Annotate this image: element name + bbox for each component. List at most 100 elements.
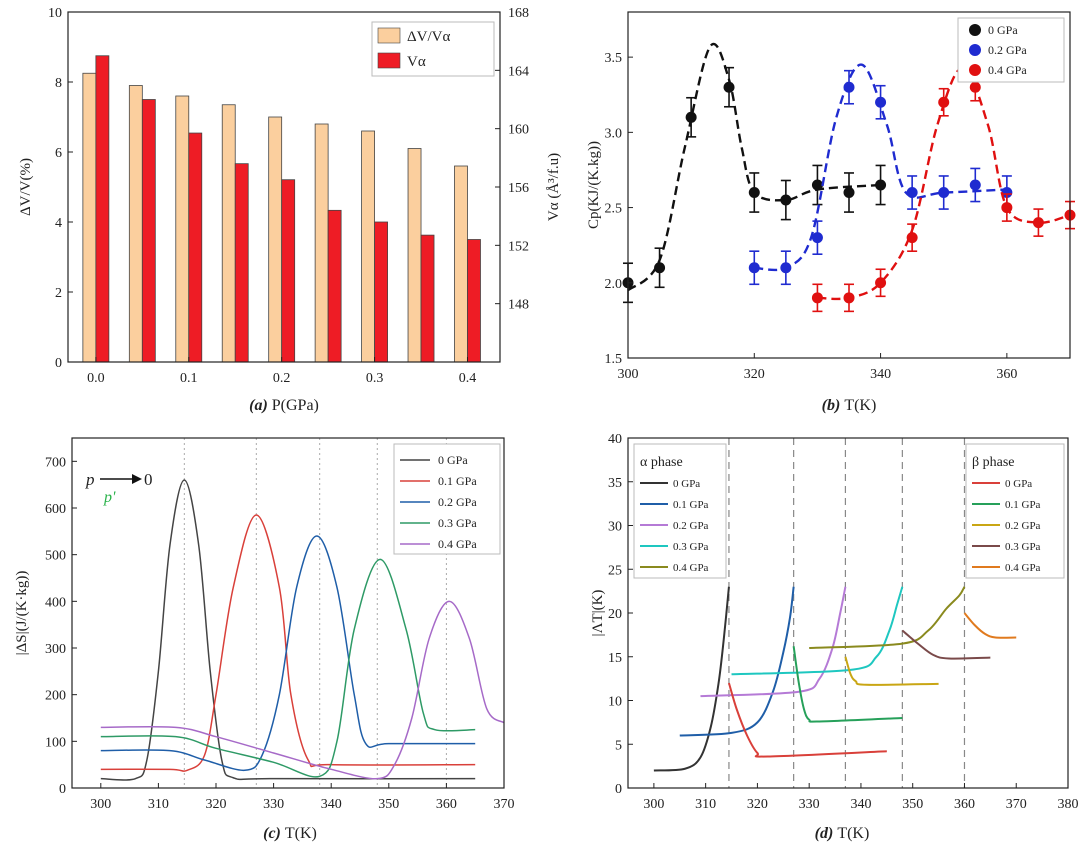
fit-curve [817, 66, 1071, 301]
right-axis-tick-label: 152 [508, 239, 529, 254]
x-axis-tick-label: 0.4 [459, 371, 477, 386]
alpha-series-line [700, 586, 847, 698]
fit-curve [754, 63, 1007, 272]
x-axis-tick-label: 380 [1058, 797, 1079, 812]
y-axis-tick-label: 1.5 [605, 352, 623, 367]
data-point [843, 187, 855, 199]
y-axis-tick-label: 25 [608, 563, 622, 578]
series-line [100, 514, 476, 772]
y-axis-label: ΔV/V(%) [18, 158, 34, 216]
data-point [1001, 187, 1013, 199]
x-axis-tick-label: 0.2 [273, 371, 291, 386]
bar-delta-v [175, 95, 190, 363]
alpha-series-line [731, 586, 904, 676]
legend-label: 0.4 GPa [988, 63, 1027, 77]
x-axis-tick-label: 360 [996, 367, 1017, 382]
legend-label: 0.2 GPa [988, 43, 1027, 57]
y-axis-tick-label: 400 [45, 595, 66, 610]
series-line [100, 479, 476, 781]
y-axis-tick-label: 200 [45, 689, 66, 704]
beta-series-line [844, 656, 939, 686]
alpha-series-line [679, 586, 795, 737]
x-axis-tick-label: 310 [695, 797, 716, 812]
y-axis-tick-label: 10 [608, 695, 622, 710]
left-axis-tick-label: 6 [55, 146, 62, 161]
caption-axis-label: T(K) [285, 825, 317, 842]
bar-v-alpha [467, 239, 481, 363]
bar-delta-v [454, 165, 468, 363]
bar-v-alpha [234, 163, 249, 363]
legend-label: 0 GPa [673, 478, 700, 490]
data-point [875, 96, 887, 108]
legend-alpha: α phase 0 GPa 0.1 GPa 0.2 GPa 0.3 GPa 0.4 GPa [633, 443, 727, 579]
legend-box [633, 443, 727, 579]
data-point [843, 81, 855, 93]
data-point [969, 179, 981, 191]
bar-delta-v [128, 85, 143, 363]
y-axis-tick-label: 2.0 [605, 277, 623, 292]
x-axis-tick-label: 330 [263, 797, 284, 812]
legend-swatch [377, 27, 401, 44]
beta-series-line [963, 612, 1017, 639]
data-point [780, 194, 792, 206]
y-axis-tick-label: 15 [608, 651, 622, 666]
caption-letter: (b) [822, 397, 845, 414]
y-axis-tick-label: 0 [59, 782, 66, 797]
bar-v-alpha [281, 179, 296, 363]
chart-d: 0 5 10 15 20 25 30 35 40 300 310 320 330 340 350 360 370… [590, 432, 1079, 842]
chart-caption: (d) T(K) [815, 825, 870, 842]
legend-title: α phase [640, 455, 683, 470]
legend-label: 0.3 GPa [673, 541, 709, 553]
x-axis-tick-label: 350 [378, 797, 399, 812]
bar-delta-v [268, 116, 283, 363]
legend-box [965, 443, 1065, 579]
y-axis-tick-label: 5 [615, 738, 622, 753]
x-axis-tick-label: 340 [870, 367, 891, 382]
left-axis-tick-label: 8 [55, 76, 62, 91]
data-point [843, 292, 855, 304]
legend-label: 0.1 GPa [673, 499, 709, 511]
legend: 0 GPa 0.1 GPa 0.2 GPa 0.3 GPa 0.4 GPa [393, 443, 501, 555]
legend-label: ΔV/Vα [407, 29, 450, 45]
data-point [938, 187, 950, 199]
left-axis-tick-label: 2 [55, 286, 62, 301]
legend-label: 0.4 GPa [1005, 562, 1041, 574]
series-line [100, 558, 476, 778]
x-axis-tick-label: 330 [799, 797, 820, 812]
legend-label: 0.3 GPa [438, 516, 477, 530]
x-axis-tick-label: 300 [643, 797, 664, 812]
bar-v-alpha [327, 209, 342, 363]
x-axis-tick-label: 340 [321, 797, 342, 812]
bar-delta-v [314, 123, 329, 363]
data-point [685, 111, 697, 123]
legend-label: 0.1 GPa [438, 474, 477, 488]
legend-label: 0.2 GPa [1005, 520, 1041, 532]
x-axis-tick-label: 370 [494, 797, 515, 812]
y-axis-tick-label: 3.5 [605, 51, 623, 66]
beta-series-line [727, 682, 887, 758]
alpha-series-line [653, 586, 730, 772]
data-point [723, 81, 735, 93]
x-axis-tick-label: 310 [148, 797, 169, 812]
plot-frame [627, 11, 1071, 359]
chart-caption: (c) T(K) [263, 825, 317, 842]
x-axis-tick-label: 0.1 [180, 371, 198, 386]
bar-delta-v [407, 148, 422, 363]
data-point [811, 232, 823, 244]
legend-label: 0.1 GPa [1005, 499, 1041, 511]
caption-axis-label: P(GPa) [272, 397, 319, 414]
beta-series-line [901, 629, 991, 660]
y-axis-tick-label: 100 [45, 735, 66, 750]
x-axis-tick-label: 360 [436, 797, 457, 812]
data-point [906, 232, 918, 244]
y-axis-label: |ΛT|(K) [590, 590, 606, 637]
y-axis-tick-label: 40 [608, 432, 622, 447]
x-axis-tick-label: 320 [206, 797, 227, 812]
legend-marker [969, 44, 981, 56]
right-axis-tick-label: 156 [508, 181, 529, 196]
legend-label: Vα [407, 54, 426, 70]
x-axis-tick-label: 320 [744, 367, 765, 382]
left-axis-tick-label: 4 [55, 216, 62, 231]
bar-v-alpha [188, 132, 203, 363]
